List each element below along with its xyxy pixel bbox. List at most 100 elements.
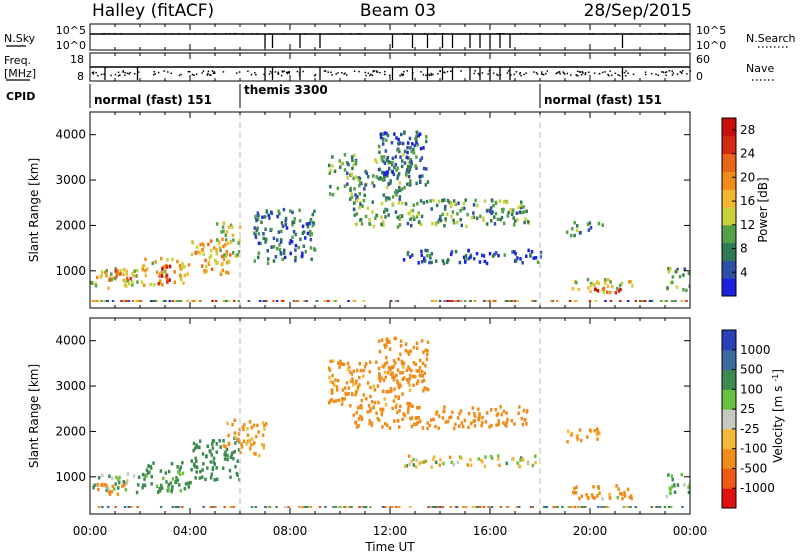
data-cell xyxy=(108,492,112,496)
data-cell xyxy=(512,216,515,220)
data-cell xyxy=(517,411,520,415)
data-cell xyxy=(349,404,352,408)
data-cell xyxy=(387,340,390,344)
data-cell xyxy=(682,273,685,277)
nave-dot xyxy=(170,72,172,75)
data-cell xyxy=(641,300,645,302)
data-cell xyxy=(376,384,380,388)
data-cell xyxy=(507,210,510,215)
data-cell xyxy=(352,383,355,387)
data-cell xyxy=(150,482,153,486)
data-cell xyxy=(329,184,332,189)
colorbar-segment xyxy=(722,135,736,155)
data-cell xyxy=(272,245,276,249)
data-cell xyxy=(391,156,395,161)
velocity-colorbar-label: Velocity [m s -1] xyxy=(771,369,785,463)
data-cell xyxy=(407,156,410,160)
data-cell xyxy=(340,161,343,165)
data-cell xyxy=(421,379,424,384)
data-cell xyxy=(161,283,164,287)
data-cell xyxy=(237,432,241,436)
data-cell xyxy=(347,386,350,390)
data-cell xyxy=(264,240,267,244)
data-cell xyxy=(532,300,536,302)
data-cell xyxy=(485,261,489,266)
data-cell xyxy=(372,406,375,410)
data-cell xyxy=(403,376,406,380)
nsearch-dot xyxy=(683,33,686,35)
nave-dot xyxy=(371,74,374,77)
data-cell xyxy=(259,241,262,246)
data-cell xyxy=(430,260,433,265)
data-cell xyxy=(309,219,312,224)
data-cell xyxy=(290,240,294,244)
data-cell xyxy=(354,161,358,166)
data-cell xyxy=(505,200,509,205)
data-cell xyxy=(206,444,209,448)
data-cell xyxy=(523,220,526,225)
data-cell xyxy=(368,421,371,426)
nave-dot xyxy=(481,72,484,74)
data-cell xyxy=(384,345,387,349)
data-cell xyxy=(639,300,642,302)
data-cell xyxy=(339,359,342,364)
nave-dot xyxy=(167,71,169,73)
data-cell xyxy=(297,245,300,250)
data-cell xyxy=(417,369,421,373)
data-cell xyxy=(391,506,394,508)
colorbar-segment xyxy=(722,330,736,351)
data-cell xyxy=(515,258,518,262)
data-cell xyxy=(215,222,219,226)
data-cell xyxy=(277,230,281,234)
data-cell xyxy=(349,370,352,374)
data-cell xyxy=(505,411,508,415)
nave-dot xyxy=(344,72,346,75)
data-cell xyxy=(282,207,286,212)
data-cell xyxy=(354,381,358,385)
data-cell xyxy=(159,271,162,276)
data-cell xyxy=(221,466,225,470)
data-cell xyxy=(377,144,381,149)
data-cell xyxy=(265,210,269,214)
data-cell xyxy=(262,446,266,450)
data-cell xyxy=(171,300,175,302)
data-cell xyxy=(298,208,301,213)
data-cell xyxy=(460,223,463,228)
data-cell xyxy=(343,397,346,401)
data-cell xyxy=(522,408,526,413)
data-cell xyxy=(589,289,592,294)
nave-dot xyxy=(681,72,683,74)
data-cell xyxy=(687,271,690,276)
data-cell xyxy=(356,387,360,391)
data-cell xyxy=(416,202,419,206)
data-cell xyxy=(596,427,599,431)
data-cell xyxy=(97,506,101,508)
nave-dot xyxy=(422,73,425,76)
data-cell xyxy=(493,222,497,226)
data-cell xyxy=(232,251,235,255)
data-cell xyxy=(230,453,233,457)
nave-dot xyxy=(679,71,682,73)
nave-dot xyxy=(474,70,476,72)
data-cell xyxy=(421,373,424,378)
data-cell xyxy=(578,231,582,235)
data-cell xyxy=(233,431,237,435)
data-cell xyxy=(432,198,435,203)
colorbar-segment xyxy=(722,242,736,261)
data-cell xyxy=(471,506,475,508)
nave-dot xyxy=(575,73,577,76)
data-cell xyxy=(382,159,385,163)
nave-dot xyxy=(201,72,203,74)
data-cell xyxy=(264,422,268,426)
data-cell xyxy=(490,211,493,216)
data-cell xyxy=(426,426,429,431)
data-cell xyxy=(386,156,389,160)
nave-dot xyxy=(154,73,156,75)
nave-dot xyxy=(623,71,626,74)
data-cell xyxy=(149,282,152,287)
data-cell xyxy=(650,506,654,508)
data-cell xyxy=(267,257,270,261)
data-cell xyxy=(304,236,307,240)
data-cell xyxy=(226,453,229,458)
data-cell xyxy=(383,506,387,508)
